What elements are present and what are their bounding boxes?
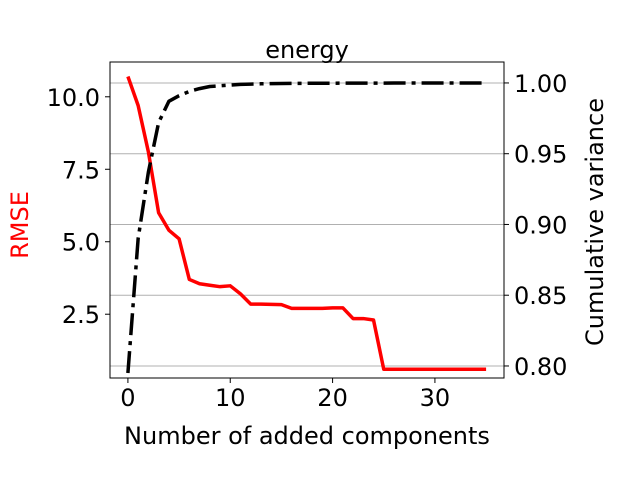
right-y-tick-label: 0.90 bbox=[514, 211, 567, 239]
left-y-tick-label: 10.0 bbox=[47, 84, 100, 112]
rmse-line bbox=[126, 75, 487, 372]
x-tick-label: 30 bbox=[420, 384, 451, 412]
cumulative-variance-line bbox=[126, 81, 487, 374]
grid bbox=[110, 82, 504, 367]
left-y-tick-label: 5.0 bbox=[62, 229, 100, 257]
right-y-tick-label: 1.00 bbox=[514, 70, 567, 98]
x-tick-label: 0 bbox=[120, 384, 135, 412]
left-y-axis-label: RMSE bbox=[6, 191, 34, 259]
right-y-tick-label: 0.85 bbox=[514, 282, 567, 310]
chart-title: energy bbox=[265, 36, 349, 64]
ticks: 0 10 20 30 2.5 5.0 7.5 10.0 0.80 0.85 0.90 0.95 1.00 bbox=[47, 70, 568, 412]
right-y-axis-label: Cumulative variance bbox=[581, 98, 609, 346]
x-tick-label: 20 bbox=[317, 384, 348, 412]
x-axis-label: Number of added components bbox=[124, 422, 490, 450]
left-y-tick-label: 2.5 bbox=[62, 301, 100, 329]
x-tick-label: 10 bbox=[215, 384, 246, 412]
left-y-tick-label: 7.5 bbox=[62, 156, 100, 184]
right-y-tick-label: 0.80 bbox=[514, 353, 567, 381]
right-y-tick-label: 0.95 bbox=[514, 141, 567, 169]
series-layer bbox=[126, 75, 487, 374]
axes-frame bbox=[109, 61, 505, 379]
